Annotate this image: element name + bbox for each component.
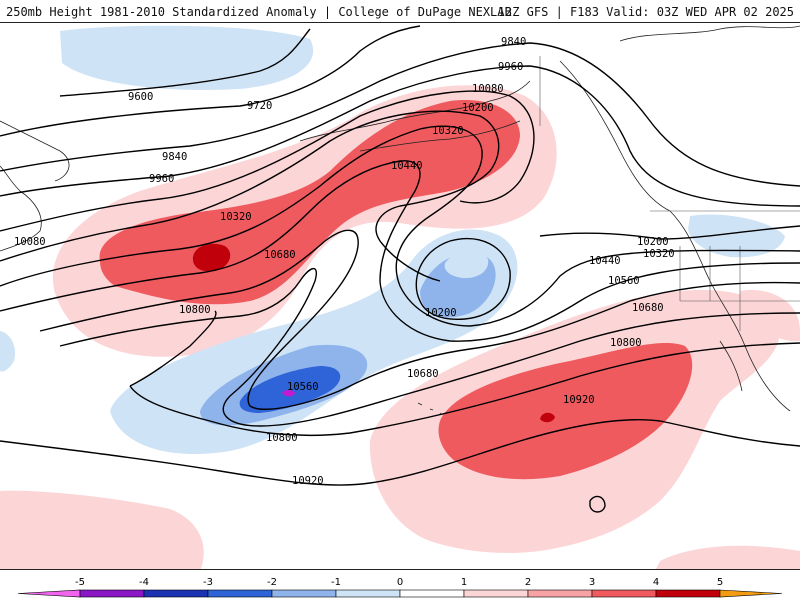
coastline-aleutians bbox=[359, 120, 521, 152]
anomaly-area-pos3-spot bbox=[192, 243, 231, 272]
anomaly-area-neg1-cutoff-top bbox=[444, 250, 489, 279]
legend-swatch bbox=[399, 589, 465, 598]
contour-10080 bbox=[0, 90, 535, 232]
anomaly-area-neg3-trough bbox=[239, 366, 341, 413]
anomaly-area-pos2-southeast bbox=[438, 342, 693, 480]
coastline-baja bbox=[719, 340, 743, 392]
political-boundaries bbox=[539, 56, 800, 331]
contour-labels: 9600 9720 9840 9840 9960 9960 10080 1008… bbox=[14, 36, 675, 487]
anomaly-area-pos3-southeast bbox=[540, 412, 555, 423]
contour-label-10680-c: 10680 bbox=[632, 302, 664, 314]
legend-swatch bbox=[591, 589, 657, 598]
legend-tick-label: -5 bbox=[75, 577, 85, 588]
contour-10560 bbox=[39, 229, 800, 410]
contour-label-10320-b: 10320 bbox=[220, 211, 252, 223]
contour-label-10680-b: 10680 bbox=[407, 368, 439, 380]
map-title: 250mb Height 1981-2010 Standardized Anom… bbox=[6, 5, 512, 19]
contour-label-9960-a: 9960 bbox=[498, 61, 523, 73]
legend-tick-label: 0 bbox=[397, 577, 403, 588]
legend-tick-label: 5 bbox=[717, 577, 723, 588]
contour-10920 bbox=[0, 419, 800, 486]
contour-label-9720: 9720 bbox=[247, 100, 272, 112]
contour-10680 bbox=[59, 267, 800, 427]
contour-10200-north bbox=[0, 110, 500, 282]
contour-10200-closed bbox=[415, 237, 511, 320]
legend-swatch bbox=[17, 589, 81, 598]
anomaly-area-pos1-southeast-corner bbox=[656, 545, 800, 569]
anomaly-area-pos1-southwest bbox=[0, 490, 204, 569]
contour-10440 bbox=[0, 160, 800, 342]
coastline-alaska-peninsula bbox=[299, 80, 531, 142]
legend-tick-label: 1 bbox=[461, 577, 467, 588]
anomaly-map: 9600 9720 9840 9840 9960 9960 10080 1008… bbox=[0, 25, 800, 569]
contour-label-10800-c: 10800 bbox=[610, 337, 642, 349]
coastline-north-america-west bbox=[559, 60, 791, 412]
contour-label-10200-c: 10200 bbox=[637, 236, 669, 248]
contour-label-9600: 9600 bbox=[128, 91, 153, 103]
anomaly-area-neg1-north bbox=[60, 25, 314, 90]
contour-label-10320-c: 10320 bbox=[643, 248, 675, 260]
height-contours bbox=[0, 25, 800, 513]
contour-9840 bbox=[0, 42, 800, 187]
legend-tick-label: -3 bbox=[203, 577, 213, 588]
coastline-asia-east bbox=[0, 165, 42, 252]
contour-label-10440-b: 10440 bbox=[589, 255, 621, 267]
contour-label-10920-b: 10920 bbox=[292, 475, 324, 487]
contour-9960 bbox=[0, 65, 800, 207]
legend-ticks: -5 -4 -3 -2 -1 0 1 2 3 4 5 bbox=[75, 577, 723, 588]
map-header: 250mb Height 1981-2010 Standardized Anom… bbox=[0, 0, 800, 22]
legend-swatch bbox=[463, 589, 529, 598]
contour-label-10200-b: 10200 bbox=[425, 307, 457, 319]
contour-label-10080-a: 10080 bbox=[472, 83, 504, 95]
contour-label-10680-a: 10680 bbox=[264, 249, 296, 261]
contour-label-10800-b: 10800 bbox=[266, 432, 298, 444]
contour-10920-small bbox=[589, 495, 606, 513]
anomaly-area-neg1-east bbox=[688, 214, 785, 258]
contour-label-9960-b: 9960 bbox=[149, 173, 174, 185]
contour-label-10920-a: 10920 bbox=[563, 394, 595, 406]
legend-tick-label: -1 bbox=[331, 577, 341, 588]
contour-label-10080-b: 10080 bbox=[14, 236, 46, 248]
legend-swatch bbox=[143, 589, 209, 598]
anomaly-shading bbox=[0, 25, 800, 569]
contour-label-10320-a: 10320 bbox=[432, 125, 464, 137]
color-scale-legend: -5 -4 -3 -2 -1 0 1 2 3 4 5 bbox=[0, 570, 800, 600]
legend-tick-label: 2 bbox=[525, 577, 531, 588]
contour-10320-north bbox=[0, 125, 800, 327]
contour-9720 bbox=[0, 25, 421, 137]
legend-swatches bbox=[17, 589, 783, 598]
model-run-info: 12Z GFS | F183 Valid: 03Z WED APR 02 202… bbox=[497, 5, 794, 19]
legend-swatch bbox=[655, 589, 721, 598]
contour-10800 bbox=[129, 310, 800, 437]
coastlines bbox=[0, 25, 800, 416]
anomaly-area-neg4-core bbox=[282, 390, 295, 397]
legend-tick-label: -4 bbox=[139, 577, 149, 588]
legend-swatch bbox=[335, 589, 401, 598]
legend-svg: -5 -4 -3 -2 -1 0 1 2 3 4 5 bbox=[17, 577, 783, 598]
legend-tick-label: 4 bbox=[653, 577, 659, 588]
anomaly-area-neg1-west bbox=[0, 331, 16, 372]
legend-swatch bbox=[527, 589, 593, 598]
legend-swatch bbox=[719, 589, 783, 598]
anomaly-area-pos1-east-edge bbox=[740, 290, 800, 342]
legend-tick-label: 3 bbox=[589, 577, 595, 588]
contour-label-10200-a: 10200 bbox=[462, 102, 494, 114]
contour-label-9840-a: 9840 bbox=[501, 36, 526, 48]
coastline-arctic bbox=[619, 25, 800, 42]
contour-label-10560-a: 10560 bbox=[287, 381, 319, 393]
legend-swatch bbox=[79, 589, 145, 598]
map-panel: 9600 9720 9840 9840 9960 9960 10080 1008… bbox=[0, 22, 800, 570]
contour-label-10560-b: 10560 bbox=[608, 275, 640, 287]
coastline-kamchatka bbox=[0, 120, 70, 182]
legend-swatch bbox=[207, 589, 273, 598]
contour-9600 bbox=[59, 28, 311, 97]
legend-tick-label: -2 bbox=[267, 577, 277, 588]
contour-label-10800-a: 10800 bbox=[179, 304, 211, 316]
boundary-us-states bbox=[679, 246, 800, 331]
legend-swatch bbox=[271, 589, 337, 598]
contour-label-9840-b: 9840 bbox=[162, 151, 187, 163]
contour-label-10440-a: 10440 bbox=[391, 160, 423, 172]
contour-10200-east bbox=[539, 225, 800, 240]
